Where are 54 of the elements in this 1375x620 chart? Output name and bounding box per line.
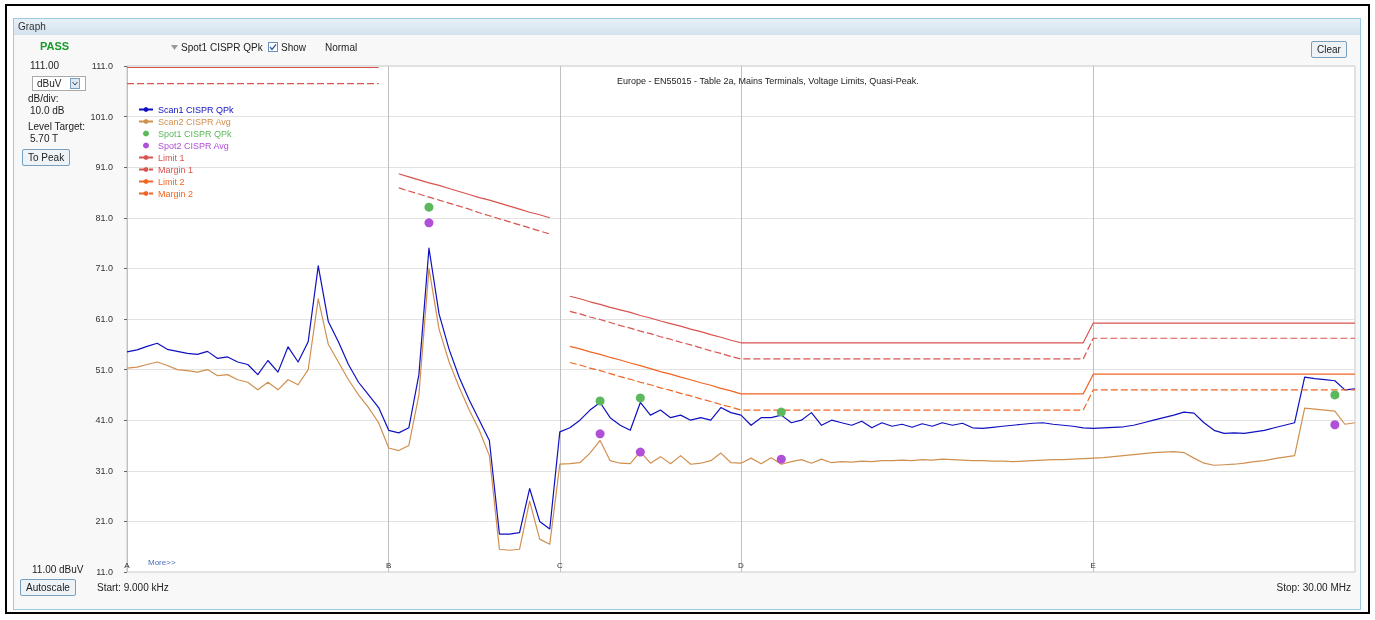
- y-tick-label: 51.0: [95, 364, 113, 375]
- legend-label: Spot1 CISPR QPk: [158, 128, 233, 139]
- text: Stop: 30.00 MHz: [1276, 582, 1351, 593]
- point: [424, 202, 434, 212]
- y-tick-label: 21.0: [95, 516, 113, 527]
- x-tick-label: B: [386, 560, 392, 570]
- point: [595, 429, 605, 439]
- y-tick-label: 71.0: [95, 263, 113, 274]
- text: Europe - EN55015 - Table 2a, Mains Terminals, Voltage Limits, Quasi-Peak.: [617, 75, 919, 86]
- y-tick-label: 111.0: [91, 61, 113, 71]
- y-tick-label: 31.0: [95, 465, 113, 476]
- x-tick-label: D: [738, 560, 745, 570]
- point: [635, 447, 645, 457]
- point: [1330, 390, 1340, 400]
- line-series: [569, 345, 1356, 395]
- x-tick-label: A: [124, 560, 131, 570]
- text: 10.0 dB: [30, 105, 65, 116]
- annotation: More>>: [148, 558, 176, 567]
- legend-label: Margin 2: [158, 188, 194, 199]
- text: PASS: [40, 40, 70, 52]
- text: Level Target:: [28, 121, 86, 132]
- y-tick-label: 101.0: [90, 111, 113, 122]
- point: [776, 407, 786, 417]
- y-tick-label: 81.0: [95, 212, 113, 223]
- text: 5.70 T: [30, 133, 59, 144]
- text: Spot1 CISPR QPk: [181, 42, 263, 53]
- point: [1330, 420, 1340, 430]
- text: Autoscale: [20, 579, 76, 596]
- text: Show: [281, 42, 307, 53]
- point: [595, 396, 605, 406]
- text: Graph: [18, 21, 46, 32]
- legend-label: Limit 1: [158, 152, 185, 163]
- y-tick-label: 61.0: [95, 314, 113, 324]
- x-tick-label: E: [1090, 560, 1096, 570]
- legend-label: Scan2 CISPR Avg: [158, 116, 231, 127]
- text: 111.00: [30, 60, 60, 71]
- text: Start: 9.000 kHz: [97, 582, 169, 593]
- text: To Peak: [22, 149, 71, 166]
- text: dBuV: [32, 76, 87, 91]
- x-tick-label: C: [556, 560, 563, 570]
- point: [776, 454, 786, 464]
- legend-label: Spot2 CISPR Avg: [158, 140, 229, 151]
- legend-label: Limit 2: [158, 176, 185, 187]
- point: [424, 218, 434, 228]
- text: Normal: [325, 42, 358, 53]
- y-tick-label: 91.0: [95, 162, 113, 173]
- point: [635, 393, 645, 403]
- text: Clear: [1311, 41, 1347, 58]
- legend-label: Margin 1: [158, 164, 194, 175]
- y-tick-label: 41.0: [95, 415, 113, 426]
- legend-label: Scan1 CISPR QPk: [158, 104, 235, 115]
- text: 11.00 dBuV: [32, 564, 84, 575]
- text: dB/div:: [28, 93, 59, 104]
- y-tick-label: 11.0: [96, 567, 113, 577]
